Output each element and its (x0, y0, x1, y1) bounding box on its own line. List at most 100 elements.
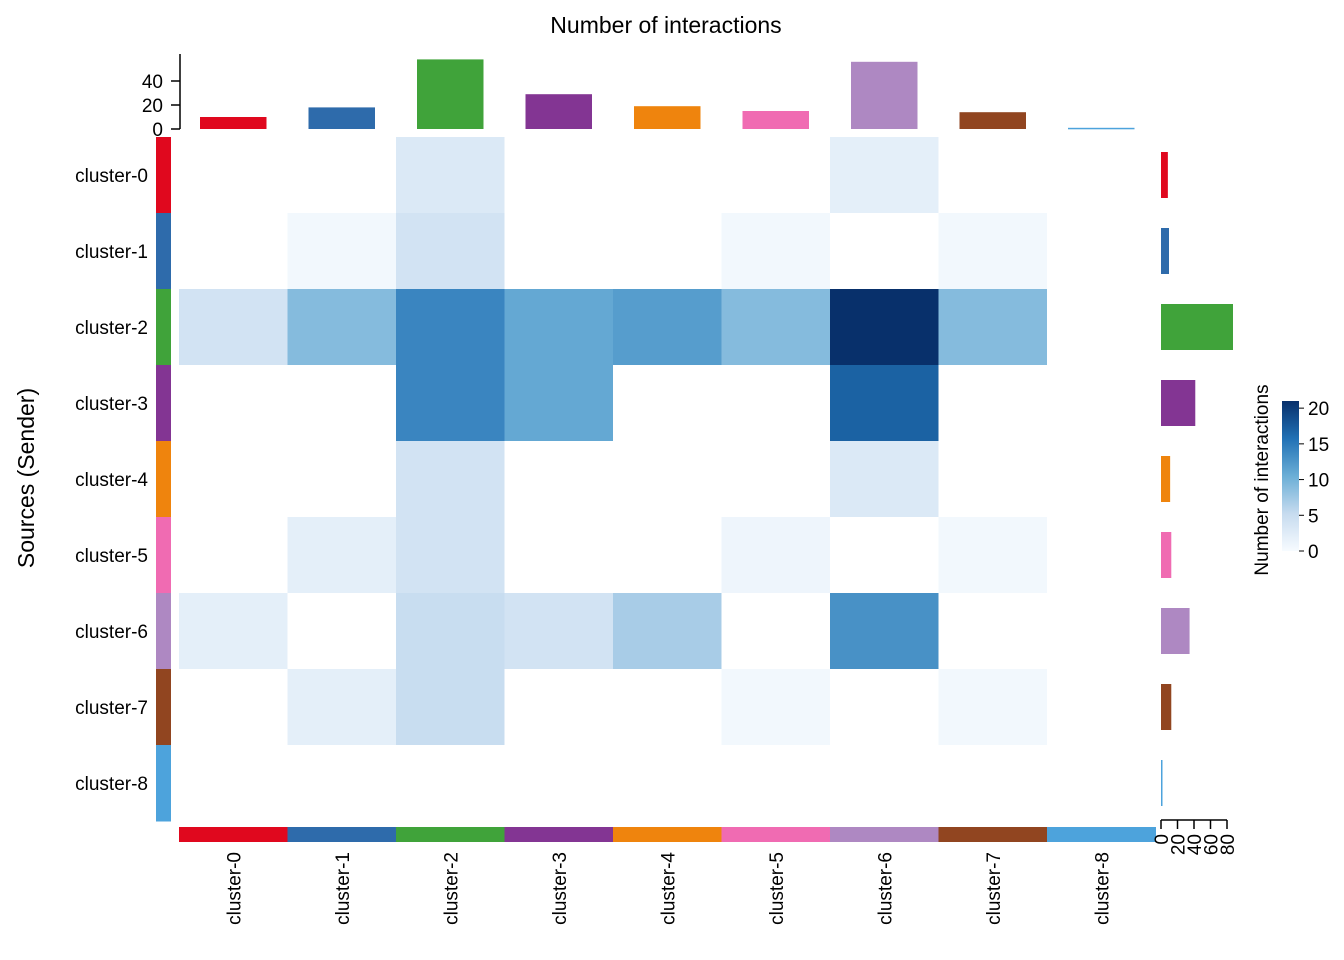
heatmap-cell (1047, 289, 1156, 366)
legend-tick-label: 20 (1308, 399, 1329, 420)
heatmap-cell (938, 593, 1048, 670)
row-total-bar (1161, 608, 1190, 654)
heatmap-cell (504, 213, 614, 290)
heatmap-cell (1047, 441, 1156, 518)
column-total-bar (959, 112, 1026, 129)
legend-gradient-bar (1282, 401, 1299, 551)
heatmap-cell (287, 517, 397, 594)
heatmap-cell (830, 289, 939, 366)
row-total-bar (1161, 760, 1163, 806)
row-total-bar (1161, 304, 1233, 350)
heatmap-cell (1047, 137, 1156, 214)
heatmap-cell (830, 213, 939, 290)
heatmap-cell (938, 669, 1048, 746)
right-axis-tick-label: 80 (1218, 834, 1239, 855)
row-color-block (156, 517, 171, 594)
row-total-bar (1161, 456, 1171, 502)
heatmap-cell (504, 517, 614, 594)
right-axis-tick-label: 20 (1169, 834, 1190, 855)
column-color-block (396, 827, 505, 842)
heatmap-cell (938, 365, 1048, 442)
heatmap-cell (396, 137, 505, 214)
heatmap-cell (613, 441, 722, 518)
heatmap-cell (287, 289, 397, 366)
heatmap-cell (179, 745, 288, 822)
heatmap-cell (938, 517, 1048, 594)
heatmap-cell (396, 593, 505, 670)
row-total-bar (1161, 152, 1168, 198)
heatmap-cell (287, 745, 397, 822)
right-axis-tick-label: 40 (1185, 834, 1206, 855)
heatmap-cell (287, 669, 397, 746)
heatmap-cell (721, 441, 831, 518)
row-total-bar (1161, 228, 1169, 274)
column-color-block (938, 827, 1048, 842)
heatmap-cell (830, 137, 939, 214)
column-label: cluster-2 (441, 852, 462, 925)
heatmap-cell (721, 213, 831, 290)
column-total-bar (308, 107, 375, 129)
heatmap-cell (830, 441, 939, 518)
heatmap-cell (396, 365, 505, 442)
column-total-bar (417, 59, 484, 129)
top-bar-annotation (200, 59, 1135, 130)
heatmap-cell (830, 593, 939, 670)
row-label: cluster-5 (75, 546, 148, 567)
heatmap-cell (179, 593, 288, 670)
row-label: cluster-6 (75, 622, 148, 643)
row-label: cluster-2 (75, 318, 148, 339)
column-total-bar (525, 94, 592, 129)
heatmap-cell (287, 441, 397, 518)
column-label: cluster-3 (550, 852, 571, 925)
heatmap-cell (396, 669, 505, 746)
column-label: cluster-8 (1092, 852, 1113, 925)
right-axis-tick-label: 60 (1202, 834, 1223, 855)
row-label: cluster-0 (75, 166, 148, 187)
heatmap-cell (938, 745, 1048, 822)
heatmap-cell (396, 441, 505, 518)
column-color-block (721, 827, 831, 842)
heatmap-cell (179, 517, 288, 594)
chart-title: Number of interactions (550, 12, 781, 38)
row-total-bar (1161, 380, 1196, 426)
row-label: cluster-4 (75, 470, 148, 491)
column-color-block (504, 827, 614, 842)
row-color-block (156, 289, 171, 366)
heatmap-cell (613, 137, 722, 214)
column-total-bar (1068, 127, 1135, 130)
heatmap-cell (938, 289, 1048, 366)
heatmap-cell (830, 745, 939, 822)
row-color-block (156, 137, 171, 214)
heatmap-cell (1047, 213, 1156, 290)
legend-tick-label: 10 (1308, 471, 1329, 492)
column-label: cluster-6 (875, 852, 896, 925)
heatmap-cell (721, 517, 831, 594)
heatmap-cell (504, 745, 614, 822)
column-color-strip (179, 827, 1156, 842)
legend-title: Number of interactions (1252, 384, 1273, 575)
column-color-block (179, 827, 288, 842)
heatmap-cell (287, 365, 397, 442)
heatmap-cell (179, 213, 288, 290)
column-color-block (613, 827, 722, 842)
heatmap-cell (504, 593, 614, 670)
heatmap-cell (721, 137, 831, 214)
heatmap-cell (721, 365, 831, 442)
right-axis-tick-label: 0 (1152, 834, 1173, 845)
heatmap-cell (396, 517, 505, 594)
row-color-block (156, 593, 171, 670)
top-axis-tick-label: 20 (142, 96, 163, 117)
row-label: cluster-8 (75, 774, 148, 795)
row-color-block (156, 669, 171, 746)
top-axis: 0 20 40 (142, 54, 181, 141)
heatmap-cell (1047, 745, 1156, 822)
right-bar-annotation (1161, 152, 1233, 806)
heatmap-cell (613, 593, 722, 670)
row-labels: cluster-0 cluster-1 cluster-2 cluster-3 clus… (75, 166, 148, 795)
heatmap-cell (721, 289, 831, 366)
heatmap-cell (179, 365, 288, 442)
heatmap-cell (504, 289, 614, 366)
row-total-bar (1161, 532, 1172, 578)
top-axis-tick-label: 0 (152, 120, 163, 141)
